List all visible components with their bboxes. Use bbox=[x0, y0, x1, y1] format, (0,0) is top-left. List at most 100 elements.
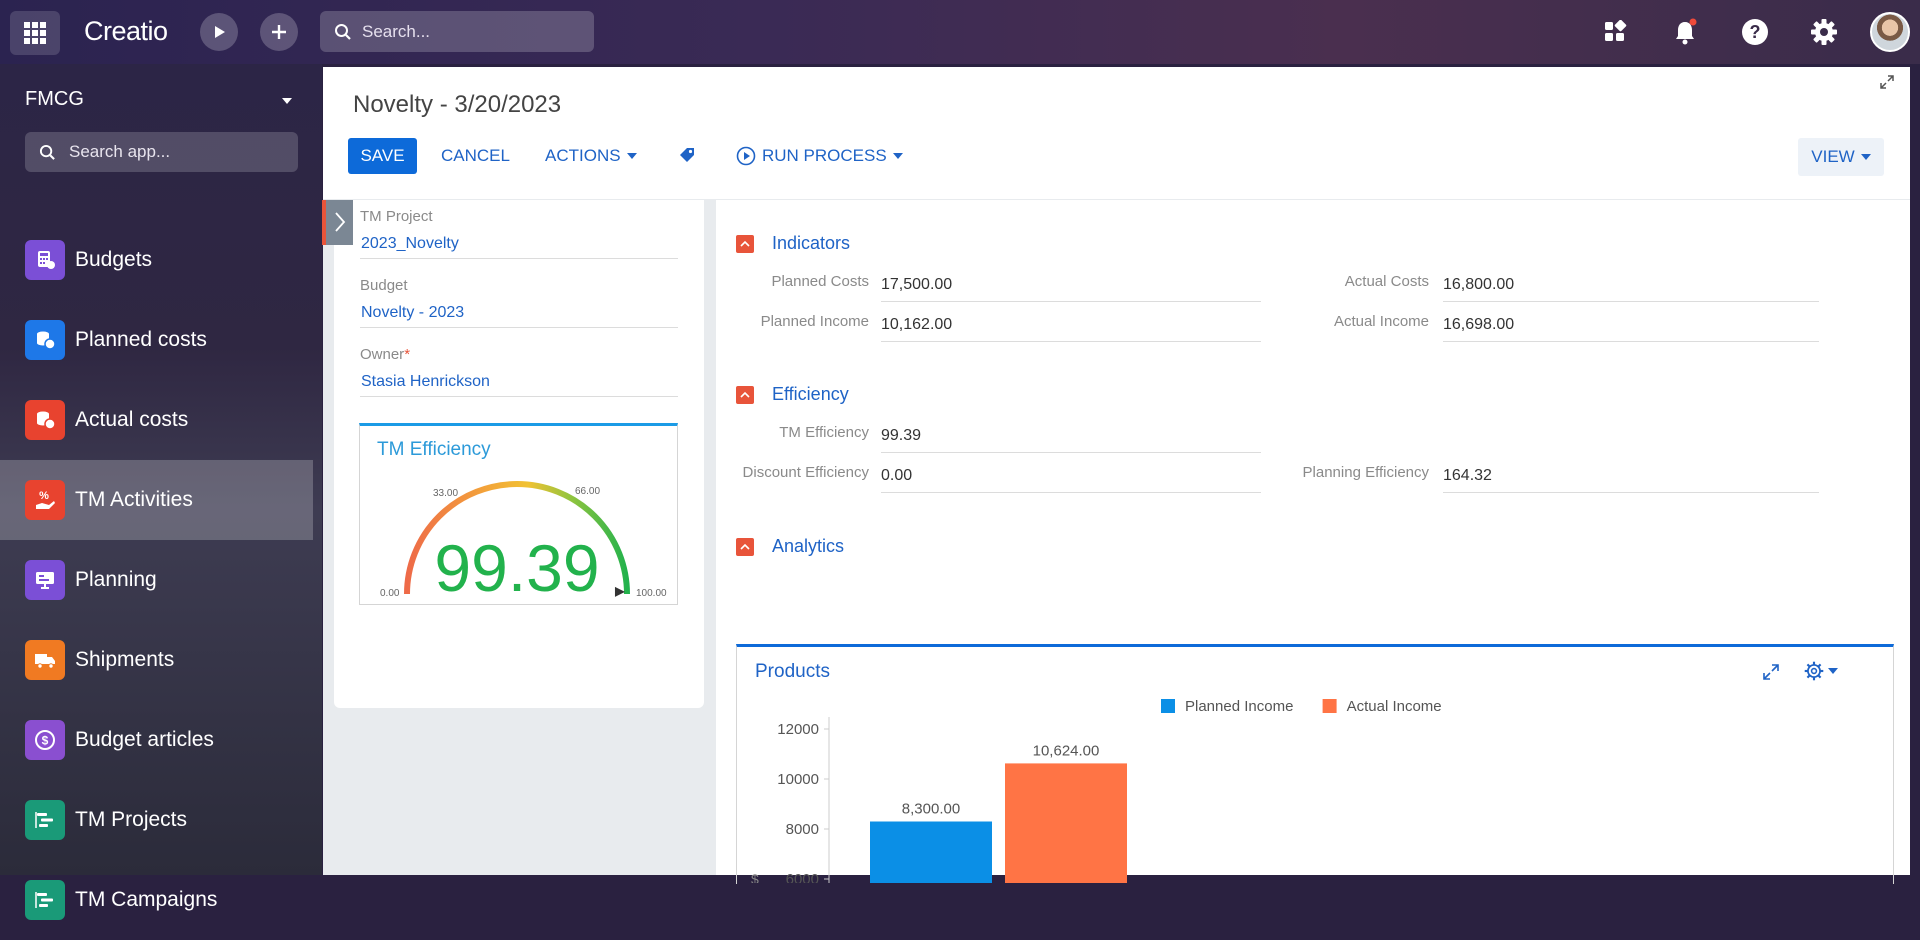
planned-costs-value[interactable]: 17,500.00 bbox=[881, 272, 1261, 302]
bar-data-label: 10,624.00 bbox=[1033, 742, 1100, 759]
app-search[interactable] bbox=[25, 132, 298, 172]
global-search-input[interactable] bbox=[360, 11, 585, 52]
chevron-down-icon[interactable] bbox=[282, 98, 292, 104]
cancel-label: CANCEL bbox=[441, 146, 510, 165]
budget-value[interactable]: Novelty - 2023 bbox=[360, 297, 678, 328]
sidebar-item-label: Planned costs bbox=[75, 328, 207, 351]
actions-button[interactable]: ACTIONS bbox=[545, 146, 637, 166]
discount-efficiency-value[interactable]: 0.00 bbox=[881, 463, 1261, 493]
notifications-button[interactable] bbox=[1669, 16, 1701, 48]
details-panel: Indicators Planned Costs 17,500.00 Actua… bbox=[716, 200, 1910, 884]
indicators-section-header[interactable]: Indicators bbox=[736, 233, 850, 254]
planning-efficiency-value[interactable]: 164.32 bbox=[1443, 463, 1819, 493]
sidebar-item-label: Shipments bbox=[75, 648, 175, 671]
actual-costs-value[interactable]: 16,800.00 bbox=[1443, 272, 1819, 302]
sidebar-item-tm-projects[interactable]: TM Projects bbox=[0, 780, 313, 860]
legend-swatch bbox=[1322, 699, 1337, 713]
tm-project-value[interactable]: 2023_Novelty bbox=[360, 228, 678, 259]
chevron-up-icon[interactable] bbox=[736, 385, 754, 404]
bar bbox=[870, 821, 992, 883]
planned-income-value[interactable]: 10,162.00 bbox=[881, 312, 1261, 342]
workspace-name[interactable]: FMCG bbox=[25, 88, 84, 110]
expand-icon[interactable] bbox=[1880, 75, 1894, 89]
cancel-button[interactable]: CANCEL bbox=[441, 146, 510, 166]
tm-project-label: TM Project bbox=[360, 208, 433, 225]
actual-costs-label: Actual Costs bbox=[1344, 273, 1429, 290]
add-button[interactable] bbox=[260, 13, 298, 51]
creatio-logo: Creatio bbox=[84, 16, 168, 46]
chevron-down-icon bbox=[1860, 154, 1871, 160]
coins-icon bbox=[25, 320, 65, 360]
tm-efficiency-value[interactable]: 99.39 bbox=[881, 423, 1261, 453]
tm-efficiency-gauge-card: TM Efficiency 0.00 33.00 66.00 100.00 99… bbox=[359, 423, 678, 605]
legend-label: Planned Income bbox=[1185, 698, 1293, 715]
legend-swatch bbox=[1161, 699, 1175, 713]
tag-icon bbox=[680, 148, 694, 162]
sidebar-item-tm-campaigns[interactable]: TM Campaigns bbox=[0, 860, 313, 940]
plus-icon bbox=[272, 25, 286, 39]
sidebar-item-budgets[interactable]: Budgets bbox=[0, 220, 313, 300]
chevron-right-icon bbox=[335, 212, 346, 232]
sidebar-item-tm-activities[interactable]: % TM Activities bbox=[0, 460, 313, 540]
presentation-icon bbox=[25, 560, 65, 600]
maximize-chart-icon[interactable] bbox=[1763, 664, 1779, 680]
view-label: VIEW bbox=[1811, 147, 1855, 166]
page-title: Novelty - 3/20/2023 bbox=[353, 91, 562, 118]
sidebar-item-budget-articles[interactable]: $ Budget articles bbox=[0, 700, 313, 780]
app-search-input[interactable] bbox=[67, 132, 289, 172]
chevron-up-icon[interactable] bbox=[736, 537, 754, 556]
sidebar-item-actual-costs[interactable]: Actual costs bbox=[0, 380, 313, 460]
chevron-up-icon[interactable] bbox=[736, 234, 754, 253]
sidebar-item-shipments[interactable]: Shipments bbox=[0, 620, 313, 700]
coins-icon bbox=[25, 400, 65, 440]
sidebar-item-planning[interactable]: Planning bbox=[0, 540, 313, 620]
help-button[interactable]: ? bbox=[1739, 16, 1771, 48]
sidebar-item-planned-costs[interactable]: Planned costs bbox=[0, 300, 313, 380]
gear-icon bbox=[1804, 661, 1824, 681]
planned-income-label: Planned Income bbox=[760, 313, 869, 330]
planning-efficiency-label: Planning Efficiency bbox=[1302, 464, 1429, 481]
search-icon bbox=[39, 144, 55, 160]
sidebar-item-label: TM Campaigns bbox=[75, 888, 218, 911]
run-process-button[interactable]: RUN PROCESS bbox=[736, 146, 903, 166]
play-icon bbox=[215, 26, 225, 38]
collapse-panel-button[interactable] bbox=[322, 200, 353, 245]
settings-button[interactable] bbox=[1808, 16, 1840, 48]
dashboards-button[interactable] bbox=[1599, 16, 1631, 48]
gantt-icon bbox=[25, 800, 65, 840]
tags-button[interactable] bbox=[678, 146, 696, 164]
play-circle-icon bbox=[736, 146, 756, 166]
truck-icon bbox=[25, 640, 65, 680]
products-bar-chart: 1200010000800060004000$Planned IncomeAct… bbox=[751, 698, 1442, 883]
widgets-icon bbox=[1605, 20, 1627, 41]
help-icon: ? bbox=[1742, 19, 1768, 45]
chevron-down-icon bbox=[1828, 668, 1838, 674]
global-search[interactable] bbox=[320, 11, 594, 52]
legend-label: Actual Income bbox=[1347, 698, 1442, 715]
gauge-title: TM Efficiency bbox=[377, 439, 491, 460]
products-chart-card: Products 1200010000800060004000$Planned … bbox=[736, 644, 1894, 884]
owner-label: Owner* bbox=[360, 346, 678, 366]
tm-project-field: TM Project 2023_Novelty bbox=[360, 208, 678, 259]
sidebar-item-label: Budgets bbox=[75, 248, 153, 271]
app-launcher-button[interactable] bbox=[10, 11, 60, 55]
actual-income-value[interactable]: 16,698.00 bbox=[1443, 312, 1819, 342]
gauge-tick-max: 100.00 bbox=[636, 588, 667, 599]
save-button[interactable]: SAVE bbox=[348, 138, 417, 174]
chevron-down-icon bbox=[892, 153, 903, 159]
planned-costs-label: Planned Costs bbox=[771, 273, 869, 290]
bar-data-label: 8,300.00 bbox=[902, 801, 960, 818]
owner-label-text: Owner bbox=[360, 346, 405, 363]
run-button[interactable] bbox=[200, 13, 238, 51]
view-button[interactable]: VIEW bbox=[1798, 138, 1884, 176]
efficiency-section-header[interactable]: Efficiency bbox=[736, 384, 849, 405]
gauge-tick-33: 33.00 bbox=[433, 488, 458, 499]
user-avatar[interactable] bbox=[1870, 12, 1910, 52]
y-tick-label: 8000 bbox=[786, 821, 819, 838]
grid-icon bbox=[24, 22, 46, 44]
owner-value[interactable]: Stasia Henrickson bbox=[360, 366, 678, 397]
chart-settings-button[interactable] bbox=[1804, 661, 1838, 681]
discount-hand-icon: % bbox=[25, 480, 65, 520]
analytics-section-header[interactable]: Analytics bbox=[736, 536, 844, 557]
budget-label: Budget bbox=[360, 277, 408, 294]
